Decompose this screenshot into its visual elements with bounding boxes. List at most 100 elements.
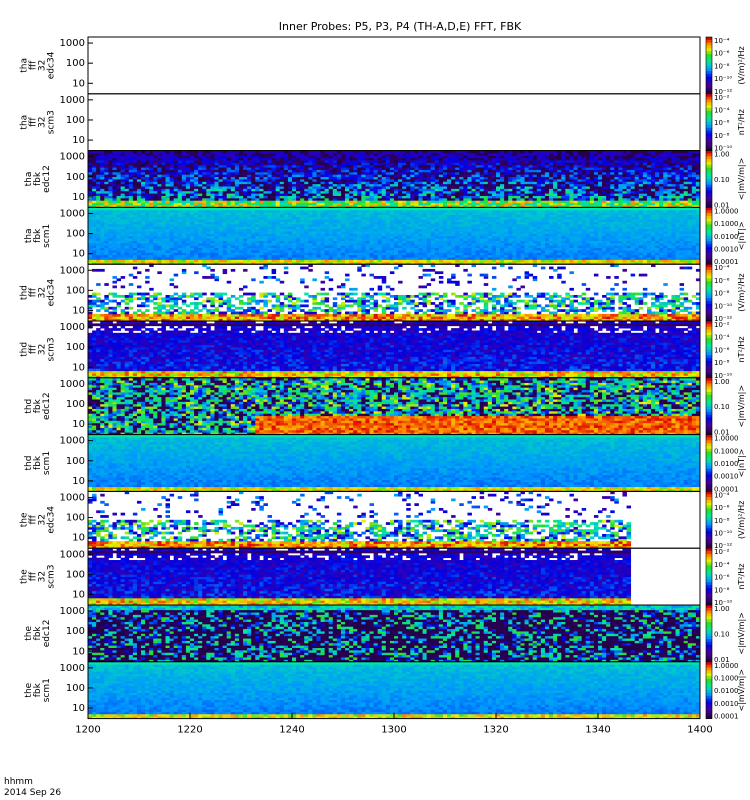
heatmap-cell [524, 186, 530, 189]
heatmap-cell [185, 207, 191, 211]
heatmap-cell [402, 205, 407, 208]
heatmap-cell [292, 186, 297, 189]
heatmap-cell [190, 216, 195, 220]
heatmap-cell [247, 216, 252, 220]
heatmap-cell [418, 162, 423, 166]
heatmap-cell [190, 171, 195, 175]
heatmap-cell [153, 179, 158, 182]
heatmap-cell [394, 157, 399, 161]
heatmap-cell [202, 231, 207, 234]
heatmap-cell [128, 207, 134, 211]
heatmap-cell [292, 214, 297, 218]
heatmap-cell [112, 226, 117, 230]
heatmap-cell [120, 242, 126, 246]
heatmap-cell [663, 167, 668, 170]
heatmap-cell [565, 167, 570, 170]
heatmap-cell [161, 186, 166, 189]
heatmap-cell [508, 162, 513, 166]
heatmap-cell [365, 183, 370, 187]
heatmap-cell [638, 205, 644, 208]
heatmap-cell [549, 169, 554, 173]
heatmap-cell [165, 197, 170, 201]
heatmap-cell [210, 261, 215, 265]
heatmap-cell [283, 252, 289, 256]
colorbar-step [706, 73, 712, 78]
heatmap-cell [614, 202, 619, 206]
heatmap-cell [230, 261, 236, 265]
heatmap-cell [104, 228, 109, 232]
heatmap-cell [438, 155, 444, 159]
heatmap-cell [585, 200, 591, 204]
heatmap-cell [675, 181, 680, 185]
heatmap-cell [275, 205, 281, 208]
heatmap-cell [655, 169, 660, 173]
heatmap-cell [398, 157, 403, 161]
heatmap-cell [88, 242, 93, 246]
heatmap-cell [255, 245, 260, 249]
heatmap-cell [361, 167, 366, 170]
heatmap-cell [540, 179, 546, 182]
heatmap-cell [585, 193, 591, 196]
heatmap-cell [136, 216, 142, 220]
heatmap-cell [202, 171, 207, 175]
heatmap-cell [455, 157, 460, 161]
heatmap-cell [500, 152, 505, 156]
heatmap-cell [695, 183, 701, 187]
heatmap-cell [418, 181, 423, 185]
heatmap-cell [422, 190, 428, 194]
heatmap-cell [663, 169, 668, 173]
heatmap-cell [251, 152, 256, 156]
heatmap-cell [100, 162, 105, 166]
heatmap-cell [504, 179, 509, 182]
heatmap-cell [479, 150, 485, 154]
heatmap-cell [292, 235, 297, 239]
heatmap-cell [630, 150, 636, 154]
heatmap-cell [642, 167, 648, 170]
heatmap-cell [169, 160, 175, 163]
heatmap-cell [426, 171, 432, 175]
heatmap-cell [141, 179, 146, 182]
heatmap-cell [622, 176, 627, 180]
heatmap-cell [500, 205, 505, 208]
heatmap-cell [292, 200, 297, 204]
heatmap-cell [471, 171, 476, 175]
heatmap-cell [149, 193, 154, 196]
heatmap-cell [602, 152, 607, 156]
heatmap-cell [230, 250, 236, 253]
heatmap-cell [540, 197, 546, 201]
heatmap-cell [528, 188, 534, 192]
heatmap-cell [695, 176, 701, 180]
heatmap-cell [353, 193, 358, 196]
heatmap-cell [177, 247, 183, 251]
colorbar-tick-label: 10⁻⁴ [714, 37, 730, 45]
heatmap-cell [132, 238, 138, 241]
heatmap-cell [128, 228, 134, 232]
heatmap-cell [271, 202, 277, 206]
heatmap-cell [663, 174, 668, 178]
heatmap-cell [418, 176, 423, 180]
heatmap-cell [357, 183, 362, 187]
heatmap-cell [210, 205, 215, 208]
heatmap-cell [557, 197, 562, 201]
heatmap-cell [92, 195, 97, 199]
heatmap-cell [145, 214, 150, 218]
heatmap-cell [251, 207, 256, 211]
heatmap-cell [230, 160, 236, 163]
heatmap-cell [275, 257, 281, 260]
heatmap-cell [88, 188, 93, 192]
heatmap-cell [112, 254, 117, 258]
heatmap-cell [422, 152, 428, 156]
heatmap-cell [663, 200, 668, 204]
heatmap-cell [120, 235, 126, 239]
heatmap-cell [238, 197, 244, 201]
heatmap-cell [145, 200, 150, 204]
heatmap-cell [96, 174, 101, 178]
heatmap-cell [259, 233, 264, 237]
heatmap-cell [218, 200, 224, 204]
heatmap-cell [300, 207, 305, 211]
heatmap-cell [271, 179, 277, 182]
heatmap-cell [202, 233, 207, 237]
heatmap-cell [124, 152, 130, 156]
heatmap-cell [622, 179, 627, 182]
heatmap-cell [198, 250, 203, 253]
